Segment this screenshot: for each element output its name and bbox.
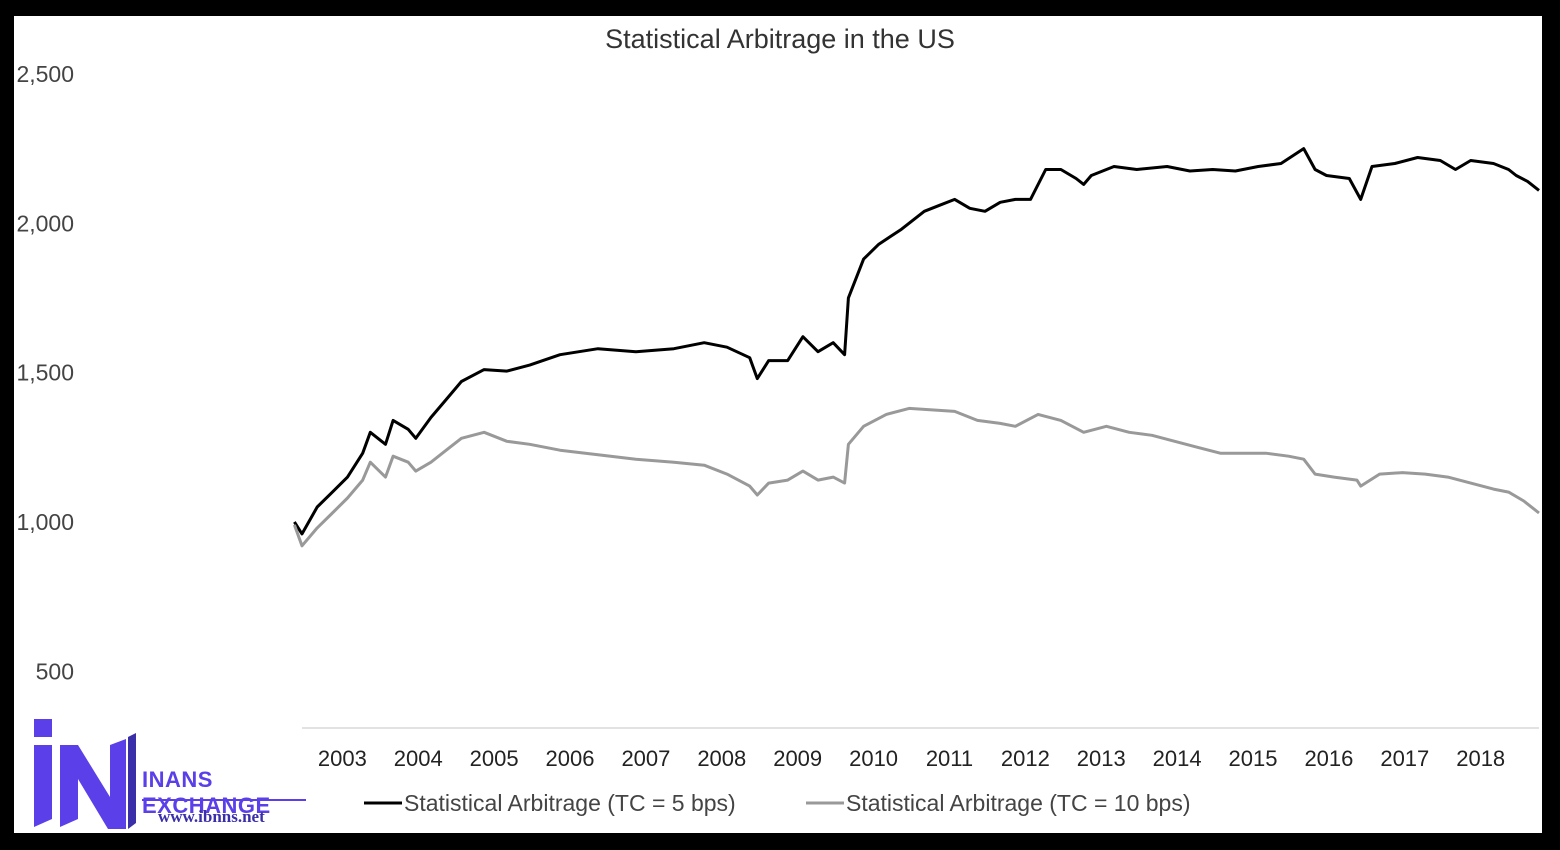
x-tick-label: 2014 bbox=[1153, 746, 1202, 771]
x-tick-label: 2004 bbox=[394, 746, 443, 771]
line-chart: Statistical Arbitrage in the US 500 1,000… bbox=[16, 24, 1540, 816]
x-axis: 2003 2004 2005 2006 2007 2008 2009 2010 2011 2012… bbox=[302, 727, 1539, 771]
watermark-brand: INANS EXCHANGE bbox=[142, 767, 271, 818]
x-tick-label: 2007 bbox=[621, 746, 670, 771]
logo-mark-icon bbox=[34, 719, 136, 829]
x-tick-label: 2018 bbox=[1456, 746, 1505, 771]
x-tick-label: 2003 bbox=[318, 746, 367, 771]
x-tick-label: 2008 bbox=[697, 746, 746, 771]
series-lines bbox=[292, 147, 1540, 548]
x-tick-label: 2016 bbox=[1304, 746, 1353, 771]
x-tick-label: 2010 bbox=[849, 746, 898, 771]
x-tick-label: 2009 bbox=[773, 746, 822, 771]
watermark-rule bbox=[142, 799, 306, 801]
x-tick-label: 2012 bbox=[1001, 746, 1050, 771]
x-tick-label: 2011 bbox=[926, 746, 973, 771]
x-tick-label: 2006 bbox=[546, 746, 595, 771]
y-tick-label: 1,000 bbox=[16, 509, 74, 535]
series-line bbox=[292, 406, 1540, 548]
y-tick-label: 500 bbox=[36, 658, 74, 684]
y-tick-label: 2,500 bbox=[16, 61, 74, 87]
x-tick-label: 2005 bbox=[470, 746, 519, 771]
watermark-logo: INANS EXCHANGE www.ibnns.net bbox=[30, 719, 310, 833]
y-axis-ticks: 500 1,000 1,500 2,000 2,500 bbox=[16, 61, 74, 684]
watermark-url: www.ibnns.net bbox=[158, 807, 265, 826]
y-tick-label: 1,500 bbox=[16, 360, 74, 386]
legend-label: Statistical Arbitrage (TC = 5 bps) bbox=[404, 790, 736, 816]
x-tick-label: 2017 bbox=[1380, 746, 1429, 771]
legend: Statistical Arbitrage (TC = 5 bps) Statis… bbox=[364, 790, 1191, 816]
legend-label: Statistical Arbitrage (TC = 10 bps) bbox=[846, 790, 1191, 816]
chart-frame: Statistical Arbitrage in the US 500 1,000… bbox=[14, 16, 1542, 833]
series-line bbox=[293, 147, 1540, 536]
x-tick-label: 2013 bbox=[1077, 746, 1126, 771]
x-tick-label: 2015 bbox=[1229, 746, 1278, 771]
chart-title: Statistical Arbitrage in the US bbox=[605, 24, 955, 54]
y-tick-label: 2,000 bbox=[16, 210, 74, 236]
